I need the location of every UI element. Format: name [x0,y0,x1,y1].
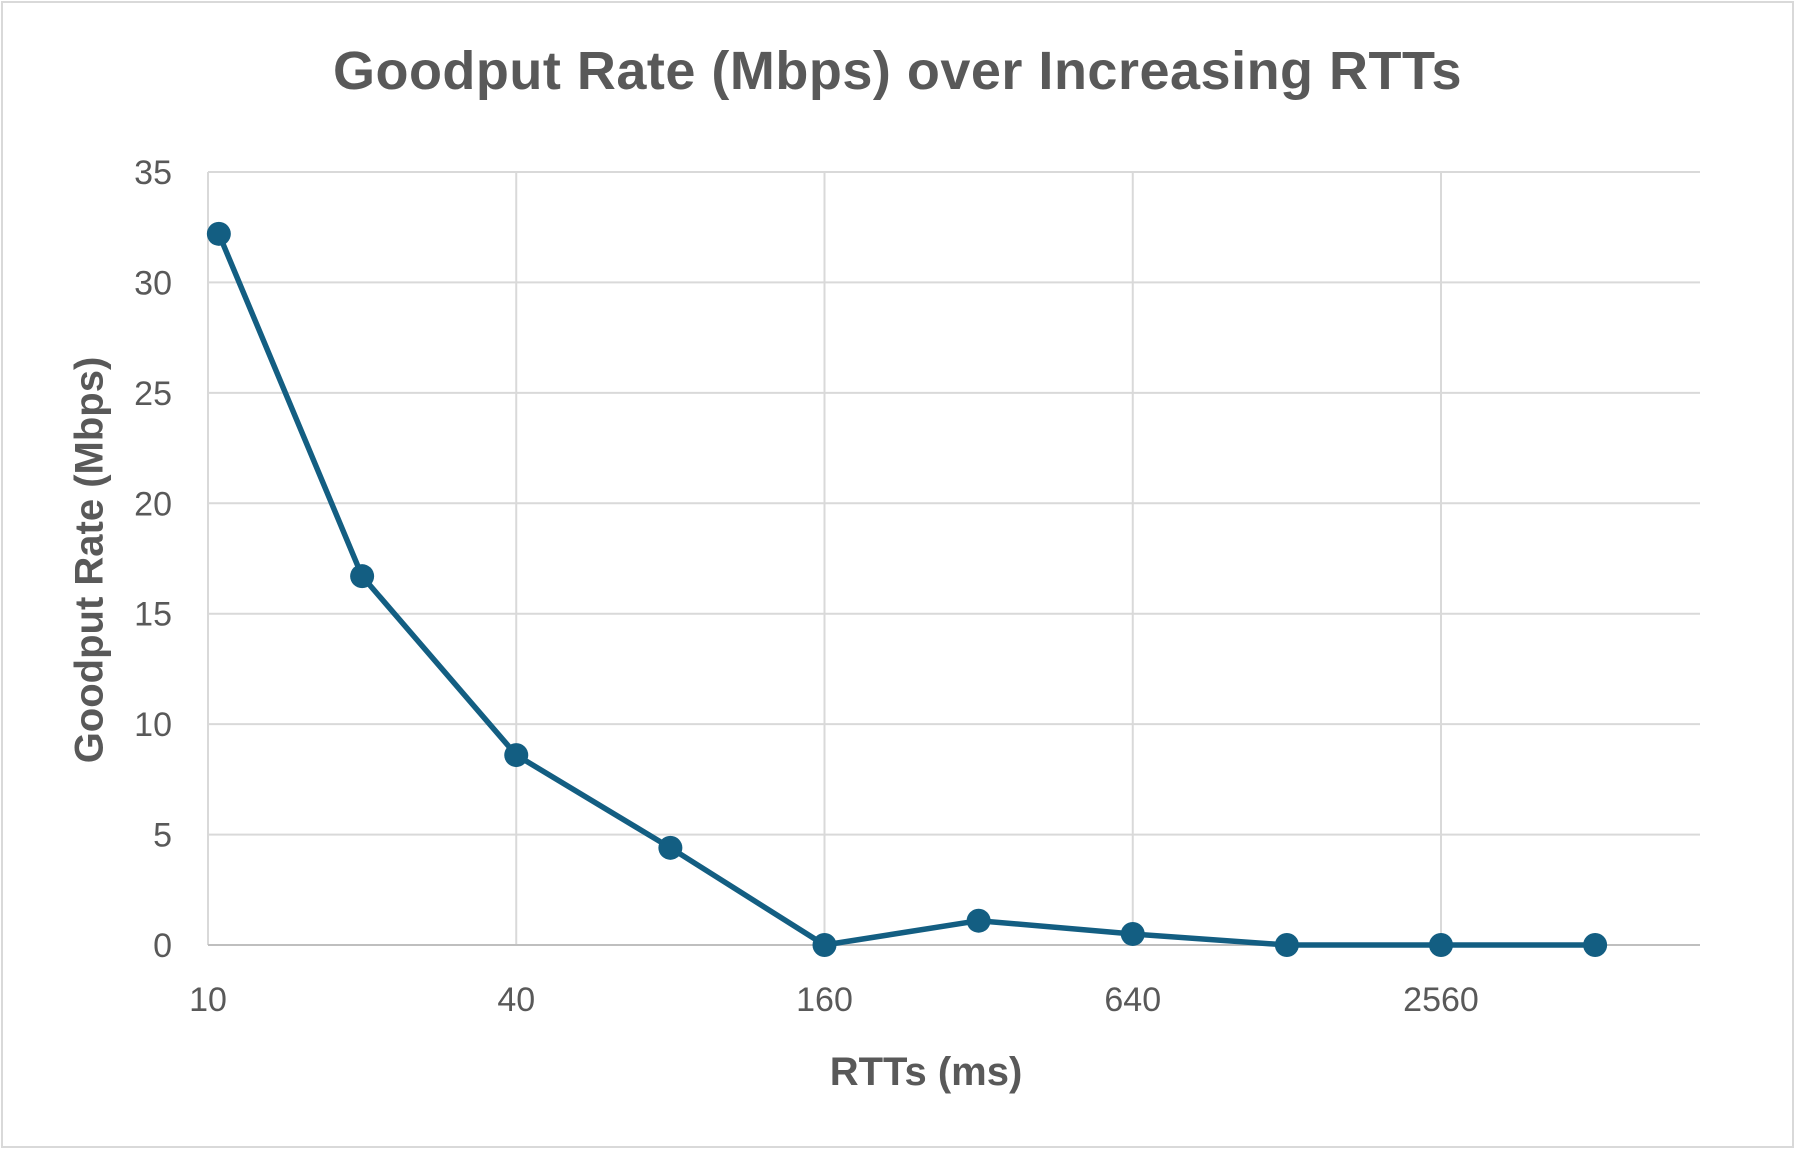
data-point [812,933,837,957]
y-tick-label: 35 [134,154,172,192]
axis-layer [207,172,1700,946]
tick-labels: 0 5 10 15 20 25 30 35 10 40 160 640 2560 [134,154,1479,1019]
series-line [216,232,1596,948]
y-tick-label: 10 [134,706,172,744]
x-axis-title: RTTs (ms) [829,1050,1023,1094]
x-tick-label: 2560 [1403,981,1479,1019]
data-point [1429,933,1453,957]
data-point [1274,933,1299,957]
series-layer [206,221,1608,957]
y-tick-label: 15 [134,596,172,634]
y-tick-label: 30 [134,264,172,302]
y-tick-label: 0 [153,927,172,965]
x-tick-label: 10 [189,981,227,1019]
data-point [966,908,991,933]
data-point [350,564,375,589]
y-tick-label: 5 [153,817,172,855]
x-tick-label: 640 [1104,981,1161,1019]
chart-title: Goodput Rate (Mbps) over Increasing RTTs [332,41,1463,101]
data-point [1120,921,1145,946]
y-axis-title: Goodput Rate (Mbps) [67,356,112,764]
grid-layer [208,171,1700,945]
data-point [1583,933,1608,957]
data-point [504,743,529,768]
y-tick-label: 20 [134,485,172,523]
x-tick-label: 160 [796,981,853,1019]
x-tick-label: 40 [497,981,535,1019]
data-point [206,221,231,246]
y-tick-label: 25 [134,375,172,413]
data-point [658,835,683,860]
